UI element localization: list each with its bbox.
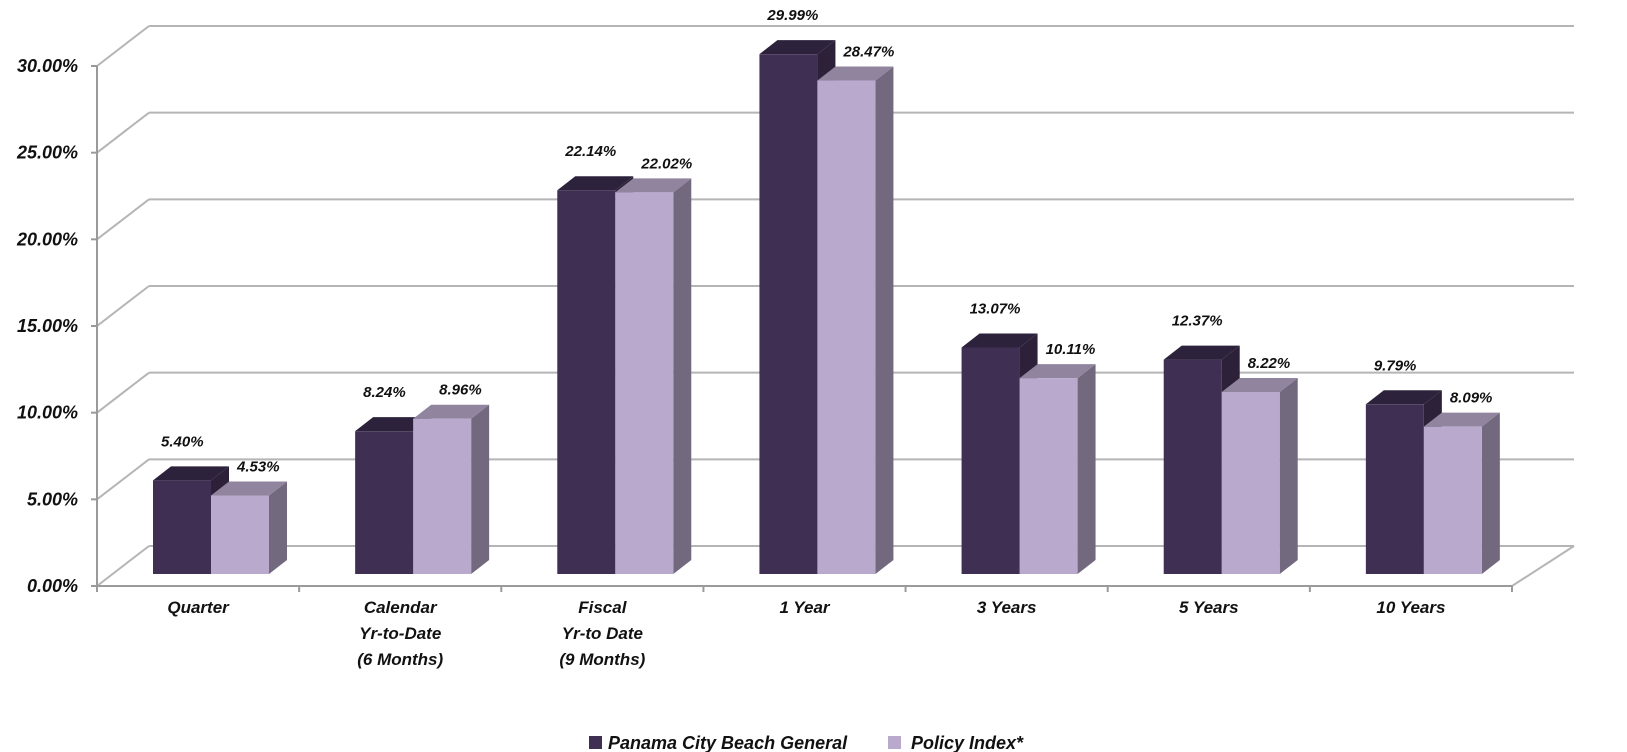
bars <box>153 40 1500 575</box>
bar-side-face <box>471 404 490 574</box>
y-axis-ticks: 0.00% 5.00% 10.00% 15.00% 20.00% 25.00% 30.00% <box>16 56 97 596</box>
bar-front-face <box>817 80 876 575</box>
data-label: 12.37% <box>1172 313 1223 330</box>
bar-top-face <box>1019 364 1096 379</box>
x-category-label: Fiscal Yr-to Date (9 Months) <box>559 598 645 669</box>
bar-series-2 <box>1423 412 1500 574</box>
bar-side-face <box>1279 378 1298 574</box>
y-tick-label: 15.00% <box>17 316 78 336</box>
bar-front-face <box>615 192 674 574</box>
data-label: 13.07% <box>970 300 1021 317</box>
x-axis-categories: Quarter Calendar Yr-to-Date (6 Months) Fisca… <box>96 586 1513 669</box>
data-label: 9.79% <box>1374 357 1417 374</box>
bar-series-2 <box>615 178 692 574</box>
bar-front-face <box>1365 404 1424 574</box>
data-label: 8.09% <box>1450 390 1493 407</box>
legend-label-series-1: Panama City Beach General <box>608 733 848 752</box>
data-label: 5.40% <box>161 433 204 450</box>
data-label: 8.24% <box>363 384 406 401</box>
y-tick-label: 5.00% <box>27 489 78 509</box>
legend-label-series-2: Policy Index* <box>911 733 1024 752</box>
y-tick-label: 30.00% <box>17 56 78 76</box>
bar-top-face <box>1163 345 1240 360</box>
bar-side-face <box>875 66 894 575</box>
gridline-side <box>96 111 150 154</box>
data-label: 22.14% <box>564 143 616 160</box>
bar-series-2 <box>817 66 894 575</box>
data-label: 10.11% <box>1046 341 1096 358</box>
x-category-label: 1 Year <box>779 598 830 617</box>
x-category-label: Calendar Yr-to-Date (6 Months) <box>357 598 443 669</box>
bar-top-face <box>817 66 894 81</box>
bar-side-face <box>269 481 287 574</box>
gridline-side <box>96 198 150 241</box>
bar-series-2 <box>1019 364 1096 574</box>
legend: Panama City Beach General Policy Index* <box>589 733 1024 752</box>
data-label: 8.22% <box>1248 355 1291 372</box>
bar-side-face <box>673 178 692 574</box>
legend-swatch-series-2 <box>888 736 901 749</box>
bar-front-face <box>557 190 616 575</box>
bar-front-face <box>759 54 818 574</box>
bar-top-face <box>355 417 432 432</box>
gridline-side <box>96 25 150 67</box>
data-label: 28.47% <box>842 44 894 61</box>
bar-series-2 <box>211 481 287 574</box>
bar-front-face <box>355 431 414 574</box>
bar-top-face <box>413 404 490 419</box>
floor-right-edge <box>1511 545 1575 587</box>
bar-top-face <box>1221 378 1298 392</box>
bar-side-face <box>1481 412 1500 574</box>
bar-front-face <box>1423 426 1482 574</box>
bar-top-face <box>961 333 1038 348</box>
bar-top-face <box>1365 390 1442 405</box>
bar-top-face <box>153 466 229 481</box>
y-tick-label: 0.00% <box>27 576 78 596</box>
bar-series-2 <box>1221 378 1298 574</box>
bar-front-face <box>211 495 269 574</box>
bar-series-2 <box>413 404 490 574</box>
gridline-side <box>96 285 150 327</box>
x-category-label: 3 Years <box>977 598 1037 617</box>
bar-front-face <box>961 347 1020 574</box>
bar-top-face <box>615 178 692 193</box>
bar-front-face <box>1163 359 1222 574</box>
x-category-label: Quarter <box>167 598 230 617</box>
bar-top-face <box>211 481 287 496</box>
x-category-label: 10 Years <box>1376 598 1445 617</box>
bar-front-face <box>1019 378 1078 574</box>
legend-swatch-series-1 <box>589 736 602 749</box>
bar-top-face <box>557 176 634 191</box>
gridline-side <box>96 545 150 587</box>
y-tick-label: 10.00% <box>17 403 78 423</box>
data-label: 8.96% <box>439 382 482 399</box>
bar-side-face <box>1077 364 1096 574</box>
data-labels: 5.40% 8.24% 22.14% 29.99% 13.07% 12.37% 9.79% 4… <box>161 7 1492 475</box>
gridline-side <box>96 371 150 414</box>
y-tick-label: 20.00% <box>16 229 78 249</box>
y-tick-label: 25.00% <box>16 143 78 163</box>
bar-front-face <box>153 480 211 574</box>
x-category-label: 5 Years <box>1179 598 1239 617</box>
data-label: 4.53% <box>236 458 280 475</box>
data-label: 22.02% <box>640 155 692 172</box>
bar-front-face <box>1221 392 1280 574</box>
bar-top-face <box>1423 412 1500 427</box>
bar-top-face <box>759 40 836 55</box>
gridline-side <box>96 458 150 501</box>
data-label: 29.99% <box>766 7 818 24</box>
bar-front-face <box>413 418 472 574</box>
